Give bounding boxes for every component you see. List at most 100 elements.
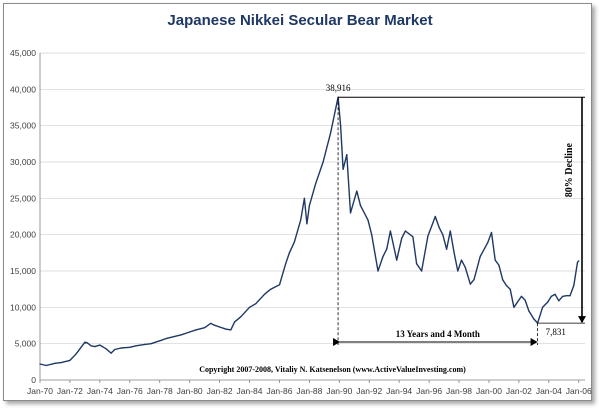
data-point [578,260,580,262]
data-point [255,303,257,305]
data-point [84,341,86,343]
data-point [533,318,535,320]
data-point [110,352,112,354]
y-tick-label: 10,000 [10,302,36,312]
data-point [45,364,47,367]
data-point [180,334,182,336]
data-point [69,359,71,361]
data-point [359,205,362,207]
y-tick-label: 25,000 [10,193,36,203]
data-point [505,284,507,287]
data-point [528,310,530,312]
x-axis-ticks: Jan-70 Jan-72 Jan-74 Jan-76 Jan-78 Jan-80 Jan-… [27,380,592,396]
data-point [446,248,448,250]
y-tick-label: 45,000 [10,48,36,58]
data-point [165,338,167,340]
x-tick-label: Jan-98 [446,386,472,396]
data-point [322,161,324,163]
data-point [285,263,287,265]
x-tick-label: Jan-70 [27,386,53,396]
series-layer [39,96,580,367]
data-point [248,306,251,308]
data-point [520,295,523,297]
data-point [75,353,77,355]
y-tick-label: 30,000 [10,157,36,167]
chart-frame [3,3,592,401]
data-point [230,329,232,331]
data-point [315,183,317,185]
data-point [39,363,41,365]
data-point [349,212,352,214]
data-point [150,343,152,345]
data-point [416,263,418,265]
data-point [340,125,342,127]
y-tick-label: 5,000 [15,339,37,349]
nikkei-series-line [39,96,580,367]
data-point [438,226,440,228]
data-point [278,284,281,286]
data-point [524,299,526,301]
data-point [174,335,176,337]
x-tick-label: Jan-72 [57,386,83,396]
data-point [342,168,344,170]
data-point [204,327,206,329]
data-point [412,236,414,238]
grid-lines [40,52,585,345]
data-point [569,295,571,297]
y-tick-label: 0 [31,375,36,385]
data-point [356,190,358,192]
data-point [404,230,406,232]
data-point [547,301,549,303]
y-tick-label: 20,000 [10,230,36,240]
data-point [487,242,489,244]
data-point [401,237,403,239]
x-tick-label: Jan-80 [177,386,203,396]
data-point [377,270,379,272]
data-point [573,284,575,287]
data-point [189,331,191,333]
data-point [453,252,455,254]
data-point [421,270,423,272]
y-tick-label: 40,000 [10,84,36,94]
x-tick-label: Jan-78 [147,386,173,396]
decline-label: 80% Decline [564,143,575,198]
data-point [367,219,369,221]
data-point [565,295,567,297]
y-tick-label: 35,000 [10,121,36,131]
x-tick-label: Jan-88 [296,386,322,396]
data-point [469,283,471,285]
data-point [94,346,96,348]
data-point [300,219,302,221]
data-point [330,132,332,134]
data-point [225,328,227,330]
y-axis-ticks: 0 5,000 10,000 15,000 20,000 25,000 30,000 35,0… [10,48,36,385]
data-point [396,259,398,261]
data-point [576,261,579,263]
y-tick-label: 15,000 [10,266,36,276]
data-point [120,347,122,349]
axes [39,53,585,381]
data-point [473,279,475,281]
data-point [382,255,384,258]
data-point [542,306,544,308]
data-point [129,346,131,348]
data-point [288,252,290,254]
data-point [90,345,92,347]
annotations: 38,916 7,831 13 Years and 4 Month 80% De… [199,83,586,374]
data-point [554,293,556,295]
data-point [210,322,212,324]
data-point [306,223,308,225]
data-point [99,344,101,346]
x-tick-label: Jan-04 [536,386,562,396]
copyright-note: Copyright 2007-2008, Vitaliy N. Katsenel… [199,365,466,374]
data-point [270,288,272,290]
data-point [54,362,56,364]
data-point [195,329,197,331]
data-point [135,345,137,347]
x-tick-label: Jan-96 [416,386,442,396]
data-point [494,259,496,261]
x-tick-label: Jan-90 [326,386,352,396]
data-point [434,215,436,218]
data-point [86,342,88,344]
data-point [449,230,451,232]
